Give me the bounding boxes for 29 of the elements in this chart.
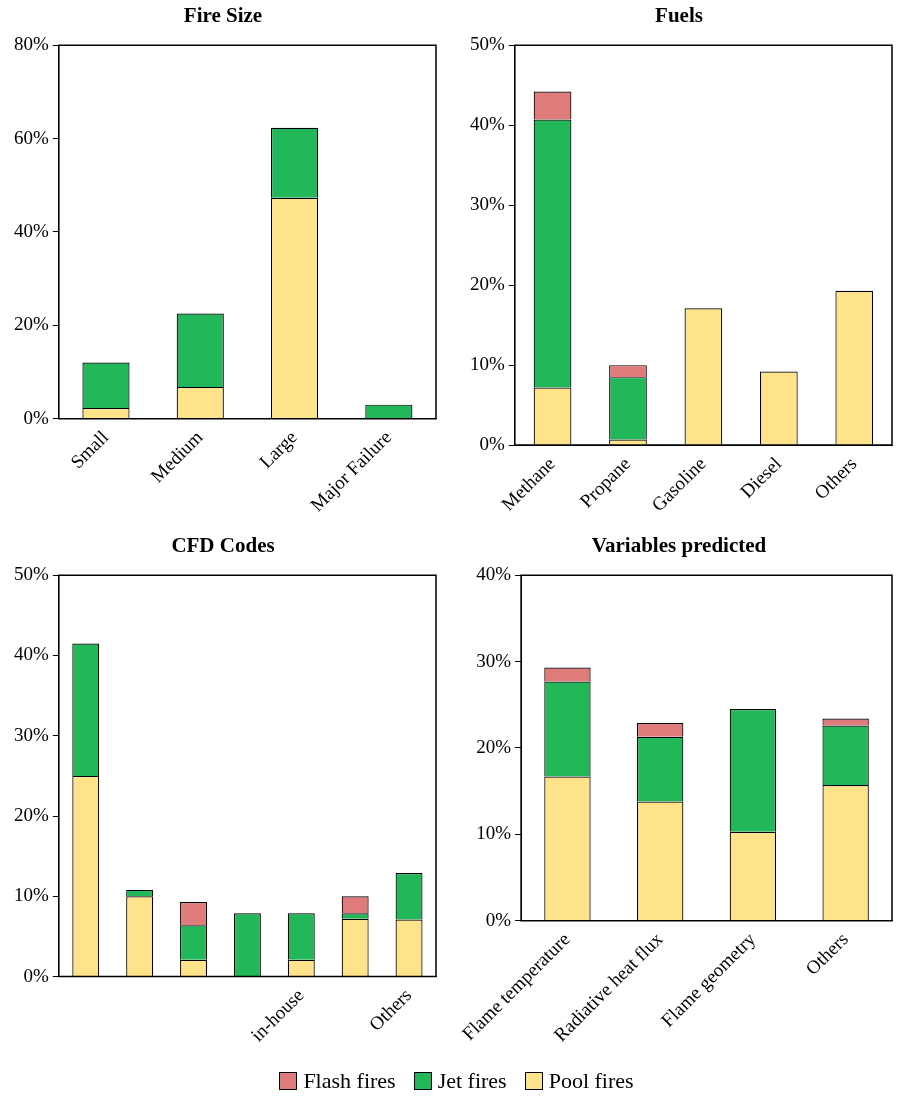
y-tick-label: 40%	[14, 219, 49, 241]
legend-label: Jet fires	[437, 1068, 507, 1094]
chart-title: Fire Size	[183, 3, 263, 28]
y-tick-label: 50%	[14, 563, 49, 585]
y-tick-label: 20%	[14, 804, 49, 826]
y-tick-label: 30%	[470, 193, 505, 215]
y-tick-label: 20%	[14, 313, 49, 335]
chart-title: CFD Codes	[171, 533, 275, 558]
y-tick-label: 60%	[14, 126, 49, 148]
y-tick-label: 0%	[23, 964, 49, 986]
legend-label: Flash fires	[303, 1068, 396, 1094]
legend-label: Pool fires	[548, 1068, 634, 1094]
y-tick-label: 10%	[476, 822, 512, 844]
y-tick-label: 30%	[476, 649, 512, 671]
chart-title: Variables predicted	[591, 533, 767, 558]
y-tick-label: 20%	[476, 735, 512, 757]
y-tick-label: 0%	[479, 433, 505, 455]
y-tick-label: 0%	[23, 406, 49, 428]
y-tick-label: 80%	[14, 33, 49, 55]
chart-title: Fuels	[655, 3, 703, 28]
y-tick-label: 0%	[485, 908, 512, 930]
y-tick-label: 10%	[470, 353, 505, 375]
y-tick-label: 10%	[14, 884, 49, 906]
y-tick-label: 40%	[476, 563, 512, 585]
y-tick-label: 30%	[14, 723, 49, 745]
y-tick-label: 40%	[470, 113, 505, 135]
y-tick-label: 40%	[14, 643, 49, 665]
y-tick-label: 20%	[470, 273, 505, 295]
y-tick-label: 50%	[470, 33, 505, 55]
